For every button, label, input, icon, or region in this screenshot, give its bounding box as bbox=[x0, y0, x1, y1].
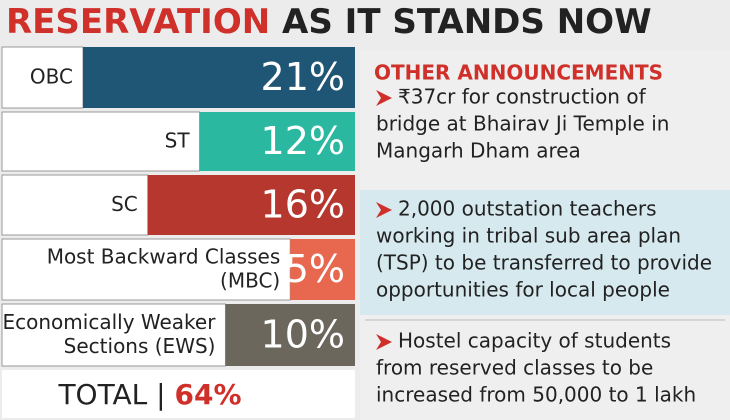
announcement-line: bridge at Bhairav Ji Temple in bbox=[376, 112, 669, 136]
value-label: 21% bbox=[261, 55, 345, 99]
announcement-line: from reserved classes to be bbox=[376, 356, 653, 380]
bullet-arrow bbox=[376, 90, 392, 106]
total-label: TOTAL | bbox=[57, 378, 165, 411]
bullet-arrow bbox=[376, 334, 392, 350]
category-line: Sections (EWS) bbox=[64, 334, 216, 358]
category-label: OBC bbox=[30, 64, 73, 88]
bar bbox=[225, 304, 355, 366]
bar bbox=[290, 239, 355, 300]
category-label: ST bbox=[165, 128, 191, 152]
label-box bbox=[1, 174, 149, 236]
total-box bbox=[2, 370, 355, 418]
bullet-arrow bbox=[376, 202, 392, 218]
category-label: SC bbox=[111, 192, 138, 216]
announcement-line: Mangarh Dham area bbox=[376, 139, 581, 163]
total-value: 64% bbox=[175, 378, 242, 411]
announcement-line: (TSP) to be transferred to provide bbox=[376, 251, 712, 275]
announcement-line: Hostel capacity of students bbox=[398, 329, 671, 353]
announcement-line: increased from 50,000 to 1 lakh bbox=[376, 383, 696, 407]
announcements-title: OTHER ANNOUNCEMENTS bbox=[374, 61, 663, 85]
bar bbox=[147, 175, 355, 235]
value-label: 5% bbox=[285, 247, 345, 291]
announcement-line: 2,000 outstation teachers bbox=[398, 197, 657, 221]
label-box bbox=[1, 238, 291, 301]
category-label: Economically Weaker Sections (EWS) bbox=[3, 310, 217, 358]
highlight-band bbox=[360, 190, 730, 315]
announcement-line: opportunities for local people bbox=[376, 278, 670, 302]
bar bbox=[199, 112, 355, 171]
bar bbox=[83, 47, 355, 108]
value-label: 16% bbox=[261, 183, 345, 227]
announcement-line: ₹37cr for construction of bbox=[398, 85, 647, 109]
label-box bbox=[1, 111, 201, 172]
category-line: ST bbox=[165, 128, 191, 152]
announcement-line: working in tribal sub area plan bbox=[376, 224, 681, 248]
category-line: Most Backward Classes bbox=[47, 244, 281, 268]
category-line: Economically Weaker bbox=[3, 310, 217, 334]
title-rest: AS IT STANDS NOW bbox=[282, 2, 652, 42]
category-label: Most Backward Classes (MBC) bbox=[47, 244, 281, 292]
label-box bbox=[1, 303, 226, 367]
title-highlight: RESERVATION bbox=[6, 2, 270, 42]
category-line: SC bbox=[111, 192, 138, 216]
value-label: 10% bbox=[261, 313, 345, 357]
total: TOTAL | 64% bbox=[57, 378, 241, 411]
category-line: (MBC) bbox=[220, 268, 280, 292]
category-line: OBC bbox=[30, 64, 73, 88]
chart-title: RESERVATION AS IT STANDS NOW bbox=[6, 2, 652, 42]
value-label: 12% bbox=[261, 119, 345, 163]
